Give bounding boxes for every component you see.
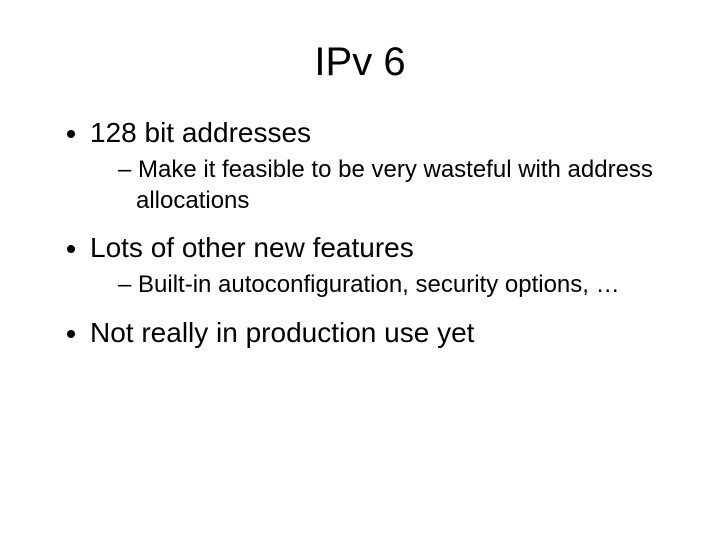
bullet-text: Lots of other new features [90, 232, 414, 263]
sub-list-item: Built-in autoconfiguration, security opt… [118, 269, 670, 300]
sub-list-item: Make it feasible to be very wasteful wit… [118, 154, 670, 216]
sub-list: Make it feasible to be very wasteful wit… [90, 154, 670, 216]
list-item: 128 bit addresses Make it feasible to be… [90, 115, 670, 216]
slide: IPv 6 128 bit addresses Make it feasible… [0, 0, 720, 540]
list-item: Lots of other new features Built-in auto… [90, 230, 670, 300]
slide-title: IPv 6 [50, 40, 670, 85]
bullet-text: 128 bit addresses [90, 117, 311, 148]
sub-list: Built-in autoconfiguration, security opt… [90, 269, 670, 300]
list-item: Not really in production use yet [90, 315, 670, 350]
bullet-text: Not really in production use yet [90, 317, 474, 348]
bullet-list: 128 bit addresses Make it feasible to be… [50, 115, 670, 350]
